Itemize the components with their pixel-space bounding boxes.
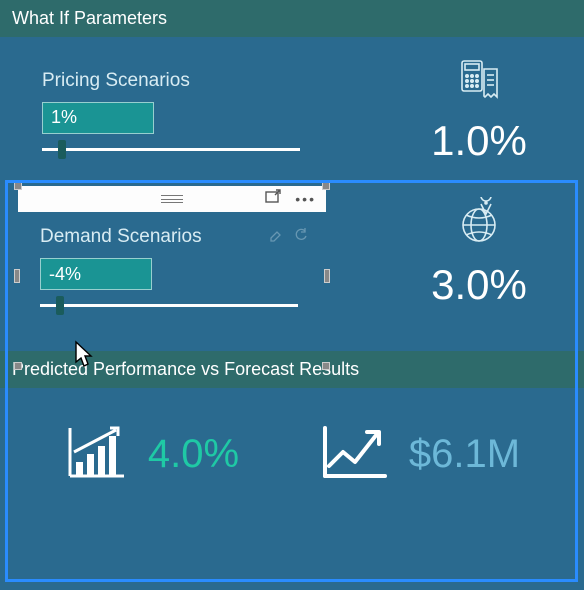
pricing-slider[interactable] (42, 148, 300, 151)
demand-value-input[interactable]: -4% (40, 258, 152, 290)
resize-handle-mr[interactable] (324, 269, 330, 283)
pricing-slider-thumb[interactable] (58, 140, 66, 159)
result-right-value: $6.1M (409, 432, 520, 477)
demand-slider[interactable] (40, 304, 298, 307)
result-left: 4.0% (64, 422, 239, 487)
results-panel: 4.0% $6.1M (0, 388, 584, 521)
pricing-big-value: 1.0% (431, 117, 527, 165)
whatif-header: What If Parameters (0, 0, 584, 37)
result-right: $6.1M (319, 422, 520, 487)
resize-handle-bl[interactable] (14, 362, 22, 370)
result-left-value: 4.0% (148, 432, 239, 477)
pricing-value-input[interactable]: 1% (42, 102, 154, 134)
revert-icon[interactable] (294, 228, 308, 247)
calculator-receipt-icon (455, 55, 503, 103)
visual-toolbar: ••• (18, 186, 326, 212)
pricing-label: Pricing Scenarios (42, 70, 404, 92)
more-options-icon[interactable]: ••• (295, 191, 316, 207)
resize-handle-tr[interactable] (322, 182, 330, 190)
demand-label: Demand Scenarios (40, 226, 202, 248)
eraser-icon[interactable] (268, 228, 282, 247)
globe-pin-icon (454, 197, 504, 247)
resize-handle-br[interactable] (322, 362, 330, 370)
demand-big-value: 3.0% (431, 261, 527, 309)
pricing-row: Pricing Scenarios 1% 1.0% (42, 55, 554, 165)
resize-handle-tl[interactable] (14, 182, 22, 190)
demand-slider-thumb[interactable] (56, 296, 64, 315)
line-growth-arrow-icon (319, 422, 391, 487)
bar-growth-icon (64, 422, 130, 487)
visual-drag-handle[interactable] (161, 195, 183, 203)
demand-visual-selected[interactable]: ••• Demand Scenarios -4% (18, 186, 326, 366)
resize-handle-ml[interactable] (14, 269, 20, 283)
focus-mode-icon[interactable] (265, 189, 281, 210)
